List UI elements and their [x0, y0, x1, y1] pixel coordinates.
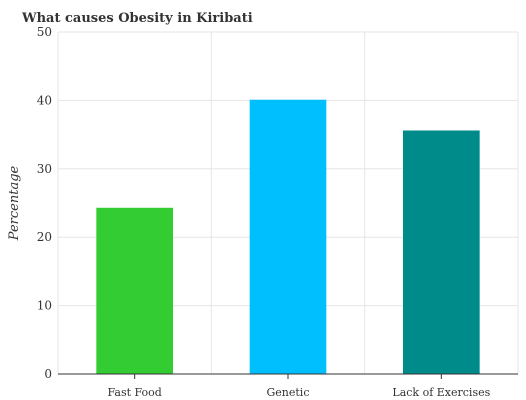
bar-lack-of-exercises — [403, 130, 480, 374]
y-tick-label: 30 — [37, 162, 52, 176]
y-tick-label: 50 — [37, 25, 52, 39]
y-tick-label: 0 — [44, 367, 52, 381]
x-tick-label: Lack of Exercises — [392, 386, 490, 399]
y-tick-label: 20 — [37, 230, 52, 244]
y-axis-ticks: 0 10 20 30 40 50 — [37, 25, 52, 381]
x-tick-label: Fast Food — [108, 386, 162, 399]
bars — [96, 99, 480, 374]
y-tick-label: 40 — [37, 93, 52, 107]
chart-title: What causes Obesity in Kiribati — [21, 11, 253, 26]
x-axis-ticks: Fast Food Genetic Lack of Exercises — [108, 374, 491, 399]
y-tick-label: 10 — [37, 299, 52, 313]
bar-genetic — [249, 99, 327, 374]
y-axis-label: Percentage — [7, 165, 22, 241]
x-tick-label: Genetic — [267, 386, 310, 399]
bar-fast-food — [96, 207, 173, 374]
